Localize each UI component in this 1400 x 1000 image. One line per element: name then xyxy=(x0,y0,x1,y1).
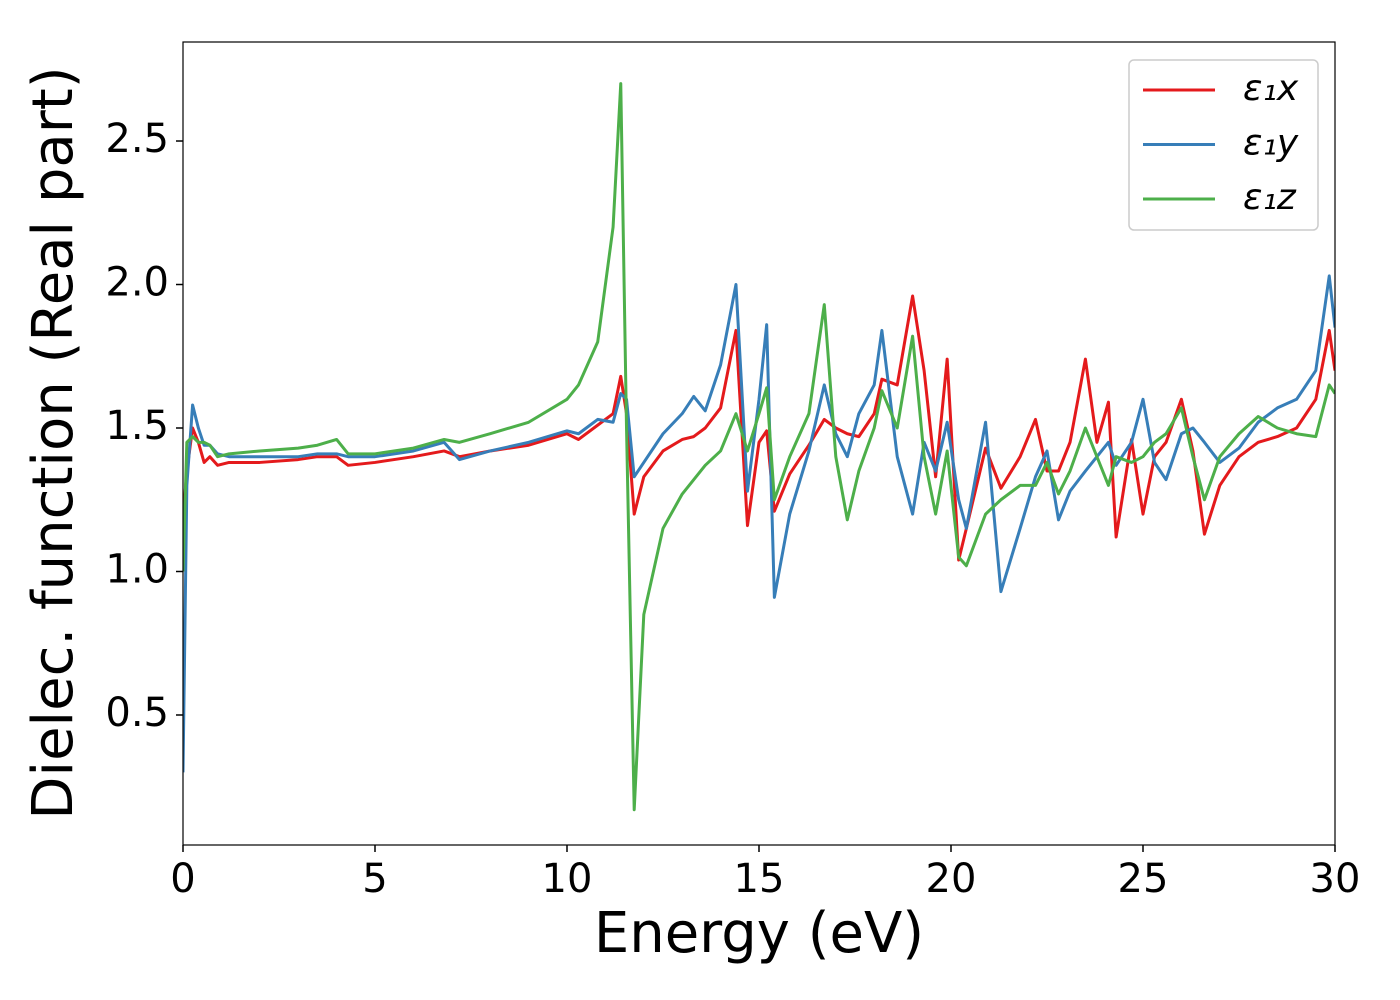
data-line xyxy=(183,274,1335,773)
y-tick-label: 1.5 xyxy=(105,403,169,449)
y-tick-label: 2.0 xyxy=(105,260,169,306)
x-tick-label: 20 xyxy=(926,856,977,902)
y-axis-label: Dielec. function (Real part) xyxy=(21,66,86,819)
x-axis-label: Energy (eV) xyxy=(594,901,924,966)
y-tick-label: 0.5 xyxy=(105,690,169,736)
x-tick-label: 15 xyxy=(734,856,785,902)
x-tick-label: 0 xyxy=(170,856,195,902)
x-tick-label: 25 xyxy=(1118,856,1169,902)
y-tick-label: 1.0 xyxy=(105,546,169,592)
y-tick-label: 2.5 xyxy=(105,116,169,162)
legend-box xyxy=(1128,59,1319,231)
data-line xyxy=(183,294,1335,562)
plot-frame xyxy=(182,41,1336,846)
x-tick-label: 30 xyxy=(1310,856,1361,902)
x-tick-label: 5 xyxy=(362,856,387,902)
data-line xyxy=(183,82,1335,812)
legend-label: ε₁z xyxy=(1243,177,1297,218)
legend-label: ε₁x xyxy=(1243,68,1299,109)
x-tick-label: 10 xyxy=(542,856,593,902)
legend-label: ε₁y xyxy=(1243,123,1299,164)
